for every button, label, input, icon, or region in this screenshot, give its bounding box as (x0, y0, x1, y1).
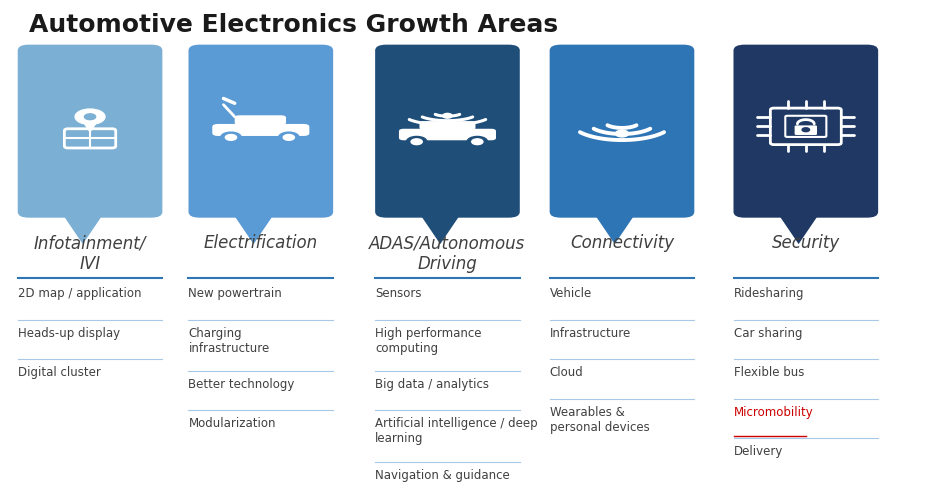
Polygon shape (594, 214, 636, 244)
Text: Ridesharing: Ridesharing (734, 287, 804, 300)
FancyBboxPatch shape (549, 45, 695, 218)
Text: Automotive Electronics Growth Areas: Automotive Electronics Growth Areas (29, 14, 559, 37)
Text: Artificial intelligence / deep
learning: Artificial intelligence / deep learning (375, 417, 538, 445)
FancyBboxPatch shape (212, 124, 310, 136)
Text: Micromobility: Micromobility (734, 406, 813, 418)
Circle shape (411, 139, 422, 145)
Text: Big data / analytics: Big data / analytics (375, 378, 490, 391)
FancyBboxPatch shape (235, 115, 286, 125)
Text: Heads-up display: Heads-up display (18, 327, 120, 340)
Circle shape (467, 137, 488, 147)
Circle shape (802, 128, 810, 132)
Text: Cloud: Cloud (549, 366, 583, 379)
Circle shape (226, 135, 237, 140)
Circle shape (616, 130, 628, 137)
Circle shape (443, 113, 452, 118)
FancyBboxPatch shape (399, 129, 496, 140)
Polygon shape (63, 214, 103, 244)
Text: Digital cluster: Digital cluster (18, 366, 100, 379)
Text: Flexible bus: Flexible bus (734, 366, 804, 379)
Text: Better technology: Better technology (188, 378, 295, 391)
Circle shape (472, 139, 483, 145)
Text: ADAS/Autonomous
Driving: ADAS/Autonomous Driving (370, 234, 526, 273)
Circle shape (75, 109, 105, 124)
Text: Wearables &
personal devices: Wearables & personal devices (549, 406, 650, 434)
Text: Vehicle: Vehicle (549, 287, 592, 300)
Text: High performance
computing: High performance computing (375, 327, 482, 355)
Circle shape (221, 132, 241, 143)
Text: Security: Security (771, 234, 840, 253)
Text: Car sharing: Car sharing (734, 327, 802, 340)
Text: Connectivity: Connectivity (570, 234, 674, 253)
Text: Charging
infrastructure: Charging infrastructure (188, 327, 270, 355)
FancyBboxPatch shape (375, 45, 519, 218)
Text: Infotainment/
IVI: Infotainment/ IVI (34, 234, 146, 273)
Polygon shape (778, 214, 819, 244)
FancyBboxPatch shape (18, 45, 162, 218)
Polygon shape (233, 214, 274, 244)
Circle shape (284, 135, 295, 140)
FancyBboxPatch shape (734, 45, 878, 218)
Polygon shape (83, 123, 96, 133)
Text: Delivery: Delivery (734, 445, 782, 458)
Text: Infrastructure: Infrastructure (549, 327, 631, 340)
Polygon shape (419, 214, 461, 244)
FancyBboxPatch shape (795, 125, 817, 135)
Text: New powertrain: New powertrain (188, 287, 283, 300)
FancyBboxPatch shape (419, 121, 475, 130)
Text: Modularization: Modularization (188, 417, 276, 431)
Circle shape (406, 137, 427, 147)
Text: Sensors: Sensors (375, 287, 421, 300)
Text: Navigation & guidance: Navigation & guidance (375, 469, 510, 482)
Circle shape (279, 132, 300, 143)
Text: Electrification: Electrification (204, 234, 318, 253)
Circle shape (84, 114, 95, 120)
FancyBboxPatch shape (188, 45, 333, 218)
Text: 2D map / application: 2D map / application (18, 287, 141, 300)
